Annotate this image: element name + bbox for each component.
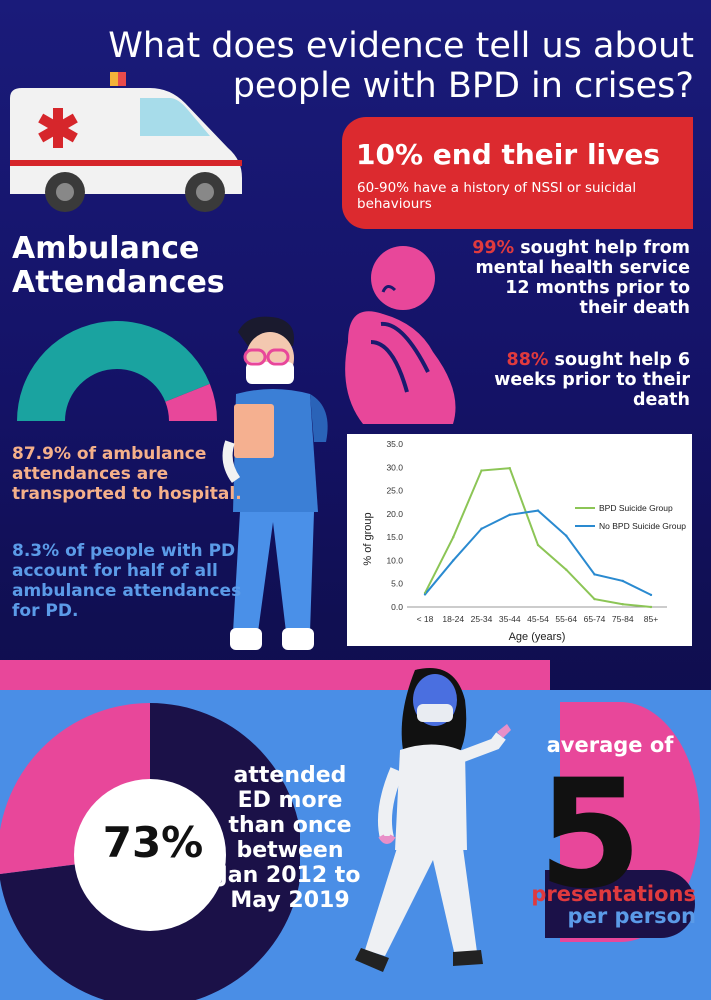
stat-88-value: 88% (506, 350, 549, 370)
stat-transported-to-hospital: 87.9% of ambulance attendances are trans… (12, 444, 242, 504)
data-point-bpd (593, 597, 596, 601)
data-point-no-bpd (480, 527, 483, 530)
walking-woman-illustration (355, 668, 511, 972)
stat-pd-attendances: 8.3% of people with PD account for half … (12, 541, 242, 621)
ed-text-line-2: ED more (237, 788, 343, 813)
presentations-label: presentations (531, 882, 696, 906)
ambulance-section-title: Ambulance Attendances (12, 232, 242, 300)
ambulance-donut-transported (17, 321, 210, 421)
legend-label-bpd: BPD Suicide Group (599, 503, 673, 513)
data-point-no-bpd (565, 534, 568, 537)
y-tick-label: 0.0 (391, 602, 403, 612)
ed-text-line-1: attended (233, 763, 347, 788)
x-tick-label: 65-74 (584, 614, 606, 624)
nurse-illustration (222, 316, 328, 650)
ed-donut-chart (0, 703, 300, 1000)
data-point-bpd (621, 603, 624, 606)
x-tick-label: 75-84 (612, 614, 634, 624)
ed-text-line-6: May 2019 (230, 888, 350, 913)
y-tick-label: 20.0 (386, 509, 403, 519)
red-box-headline: 10% end their lives (356, 138, 661, 171)
data-point-bpd (508, 467, 511, 470)
series-line-bpd (424, 467, 652, 608)
legend-label-no-bpd: No BPD Suicide Group (599, 521, 686, 531)
ed-text-line-4: between (236, 838, 344, 863)
data-point-no-bpd (423, 593, 427, 596)
x-tick-label: 25-34 (471, 614, 493, 624)
y-tick-label: 10.0 (386, 555, 403, 565)
data-point-no-bpd (649, 593, 653, 597)
age-line-chart: 35.0 30.0 25.0 20.0 15.0 10.0 5.0 0.0 < 18 18-24… (347, 434, 692, 646)
data-point-bpd (452, 535, 455, 539)
data-point-no-bpd (452, 559, 455, 562)
ed-text-line-3: than once (228, 813, 352, 838)
ed-donut-more-than-once (0, 703, 300, 1000)
x-axis-label: Age (years) (509, 631, 566, 643)
stat-99-value: 99% (472, 238, 515, 258)
y-axis-label: % of group (362, 512, 374, 565)
x-tick-label: 35-44 (499, 614, 521, 624)
ambulance-donut-remainder (165, 383, 217, 421)
data-point-no-bpd (621, 579, 624, 583)
x-tick-label: 85+ (644, 614, 658, 624)
title-line-2: people with BPD in crises? (232, 66, 694, 106)
grieving-person-icon (345, 246, 456, 424)
y-tick-label: 35.0 (386, 439, 403, 449)
data-point-bpd (536, 543, 540, 547)
data-point-bpd (480, 469, 483, 472)
stat-99-text: sought help from mental health service 1… (475, 238, 690, 318)
ed-percent: 73% (102, 818, 204, 867)
age-line-chart-svg: 35.0 30.0 25.0 20.0 15.0 10.0 5.0 0.0 < 18 18-24… (362, 439, 686, 643)
ed-donut-remainder (0, 703, 150, 874)
red-stat-box (342, 117, 693, 229)
data-point-bpd (565, 568, 568, 571)
ed-description: attended ED more than once between Jan 2… (205, 763, 375, 913)
per-person-label: per person (567, 904, 696, 928)
y-tick-label: 25.0 (386, 486, 403, 496)
title-line-1: What does evidence tell us about (108, 26, 694, 66)
average-label: average of (546, 733, 674, 757)
data-point-no-bpd (593, 573, 596, 576)
data-point-no-bpd (508, 513, 511, 516)
red-box-subtext: 60-90% have a history of NSSI or suicida… (357, 180, 637, 212)
x-tick-label: 55-64 (555, 614, 577, 624)
data-point-bpd (649, 605, 653, 609)
stat-88-percent: 88% sought help 6 weeks prior to their d… (470, 350, 690, 410)
x-tick-label: 45-54 (527, 614, 549, 624)
data-point-no-bpd (536, 509, 540, 512)
y-tick-label: 5.0 (391, 579, 403, 589)
ambulance-title-line-2: Attendances (12, 265, 225, 300)
stat-88-text: sought help 6 weeks prior to their death (494, 350, 690, 410)
x-tick-label: < 18 (417, 614, 434, 624)
ambulance-donut-chart (17, 321, 217, 421)
ed-donut-hole (74, 779, 226, 931)
ed-text-line-5: Jan 2012 to (219, 863, 361, 888)
stat-99-percent: 99% sought help from mental health servi… (470, 238, 690, 318)
presentations-pill (545, 870, 695, 938)
ambulance-title-line-1: Ambulance (12, 231, 200, 266)
ambulance-icon (10, 72, 242, 212)
average-value: 5 (537, 748, 643, 922)
x-tick-label: 18-24 (442, 614, 464, 624)
page-title: What does evidence tell us about people … (10, 26, 694, 106)
y-tick-label: 15.0 (386, 532, 403, 542)
y-tick-label: 30.0 (386, 462, 403, 472)
